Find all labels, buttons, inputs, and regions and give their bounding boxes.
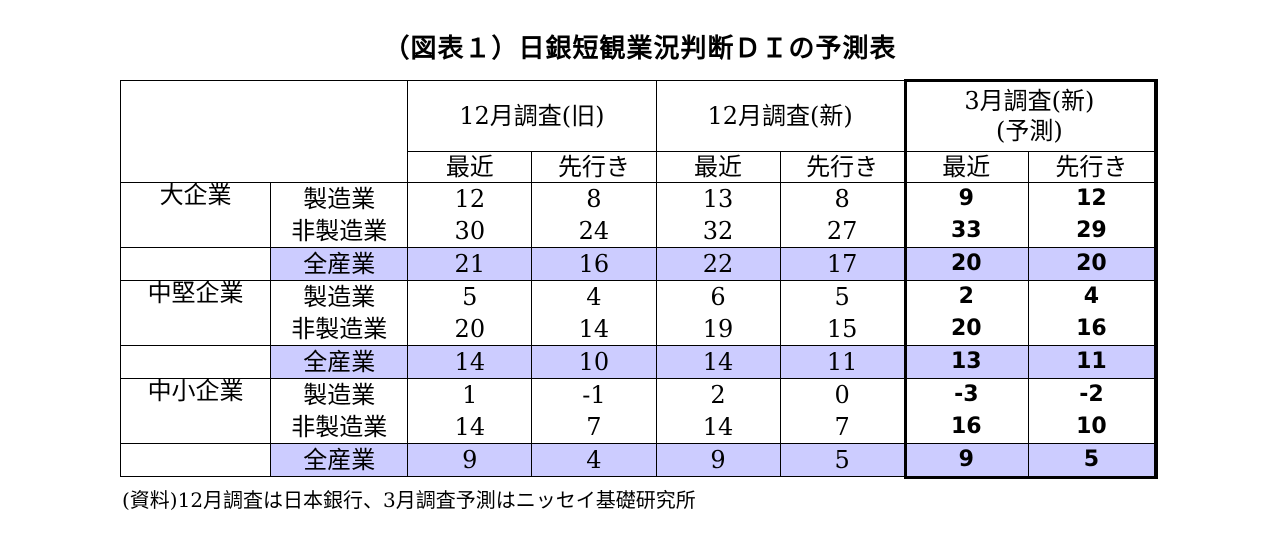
header-recent: 最近 [655, 151, 781, 183]
value-cell: 20 [407, 313, 533, 346]
forecast-value-cell: 10 [1027, 411, 1156, 444]
forecast-value-cell: 9 [903, 182, 1029, 215]
header-recent: 最近 [407, 151, 533, 183]
value-cell: 4 [531, 443, 657, 477]
forecast-value-cell: 5 [1027, 443, 1156, 477]
header-survey-new: 12月調査(新) [655, 80, 905, 152]
value-cell: 14 [407, 345, 533, 379]
value-cell: 21 [407, 247, 533, 281]
value-cell: 8 [531, 182, 657, 215]
table-row: 非製造業 30 24 32 27 33 29 [119, 215, 1156, 248]
forecast-value-cell: 33 [903, 215, 1029, 248]
value-cell: 13 [655, 182, 781, 215]
value-cell: 10 [531, 345, 657, 379]
sector-label: 製造業 [270, 378, 409, 411]
value-cell: 7 [779, 411, 905, 444]
sector-label: 製造業 [270, 182, 409, 215]
forecast-value-cell: 4 [1027, 280, 1156, 313]
forecast-value-cell: 11 [1027, 345, 1156, 379]
value-cell: 22 [655, 247, 781, 281]
group-label: 大企業 [119, 182, 272, 215]
group-label: 中堅企業 [119, 280, 272, 313]
header-ahead: 先行き [1027, 151, 1156, 183]
sector-label: 製造業 [270, 280, 409, 313]
group-cell [119, 215, 272, 248]
value-cell: 5 [407, 280, 533, 313]
value-cell: 8 [779, 182, 905, 215]
table-row: 全産業 9 4 9 5 9 5 [119, 443, 1156, 477]
value-cell: 9 [655, 443, 781, 477]
header-recent: 最近 [903, 151, 1029, 183]
value-cell: 17 [779, 247, 905, 281]
value-cell: 16 [531, 247, 657, 281]
sector-label: 全産業 [270, 247, 409, 281]
forecast-value-cell: 16 [1027, 313, 1156, 346]
di-forecast-table: 12月調査(旧) 12月調査(新) 3月調査(新) (予測) 最近 先行き 最近 … [119, 80, 1156, 477]
forecast-value-cell: 20 [903, 313, 1029, 346]
header-ahead: 先行き [779, 151, 905, 183]
value-cell: 14 [655, 411, 781, 444]
sector-label: 全産業 [270, 345, 409, 379]
header-forecast-line: (予測) [996, 117, 1063, 145]
page-title: （図表１）日銀短観業況判断ＤＩの予測表 [383, 34, 897, 64]
forecast-value-cell: 12 [1027, 182, 1156, 215]
value-cell: 24 [531, 215, 657, 248]
forecast-value-cell: 20 [903, 247, 1029, 281]
table-row: 大企業 製造業 12 8 13 8 9 12 [119, 182, 1156, 215]
value-cell: 14 [655, 345, 781, 379]
value-cell: 0 [779, 378, 905, 411]
value-cell: 9 [407, 443, 533, 477]
forecast-value-cell: 20 [1027, 247, 1156, 281]
forecast-value-cell: 13 [903, 345, 1029, 379]
forecast-value-cell: -3 [903, 378, 1029, 411]
value-cell: 14 [407, 411, 533, 444]
group-cell [119, 247, 272, 281]
header-survey-old: 12月調査(旧) [407, 80, 657, 152]
table-row: 非製造業 14 7 14 7 16 10 [119, 411, 1156, 444]
table-row: 中小企業 製造業 1 -1 2 0 -3 -2 [119, 378, 1156, 411]
forecast-value-cell: 9 [903, 443, 1029, 477]
forecast-value-cell: 2 [903, 280, 1029, 313]
value-cell: 5 [779, 280, 905, 313]
value-cell: 19 [655, 313, 781, 346]
header-forecast-line: 3月調査(新) [964, 87, 1095, 115]
group-cell [119, 313, 272, 346]
sector-label: 非製造業 [270, 411, 409, 444]
value-cell: 4 [531, 280, 657, 313]
value-cell: 5 [779, 443, 905, 477]
group-cell [119, 411, 272, 444]
value-cell: 14 [531, 313, 657, 346]
table-row: 中堅企業 製造業 5 4 6 5 2 4 [119, 280, 1156, 313]
value-cell: 1 [407, 378, 533, 411]
value-cell: -1 [531, 378, 657, 411]
group-cell [119, 345, 272, 379]
value-cell: 30 [407, 215, 533, 248]
value-cell: 6 [655, 280, 781, 313]
value-cell: 2 [655, 378, 781, 411]
value-cell: 7 [531, 411, 657, 444]
sector-label: 非製造業 [270, 313, 409, 346]
group-label: 中小企業 [119, 378, 272, 411]
value-cell: 27 [779, 215, 905, 248]
forecast-value-cell: 16 [903, 411, 1029, 444]
forecast-value-cell: -2 [1027, 378, 1156, 411]
header-forecast: 3月調査(新) (予測) [903, 80, 1156, 152]
sector-label: 非製造業 [270, 215, 409, 248]
value-cell: 12 [407, 182, 533, 215]
table-row: 非製造業 20 14 19 15 20 16 [119, 313, 1156, 346]
group-cell [119, 443, 272, 477]
table-row: 全産業 14 10 14 11 13 11 [119, 345, 1156, 379]
header-ahead: 先行き [531, 151, 657, 183]
value-cell: 15 [779, 313, 905, 346]
value-cell: 11 [779, 345, 905, 379]
forecast-value-cell: 29 [1027, 215, 1156, 248]
header-corner [119, 80, 409, 183]
source-note: (資料)12月調査は日本銀行、3月調査予測はニッセイ基礎研究所 [122, 488, 696, 512]
value-cell: 32 [655, 215, 781, 248]
table-row: 全産業 21 16 22 17 20 20 [119, 247, 1156, 281]
sector-label: 全産業 [270, 443, 409, 477]
